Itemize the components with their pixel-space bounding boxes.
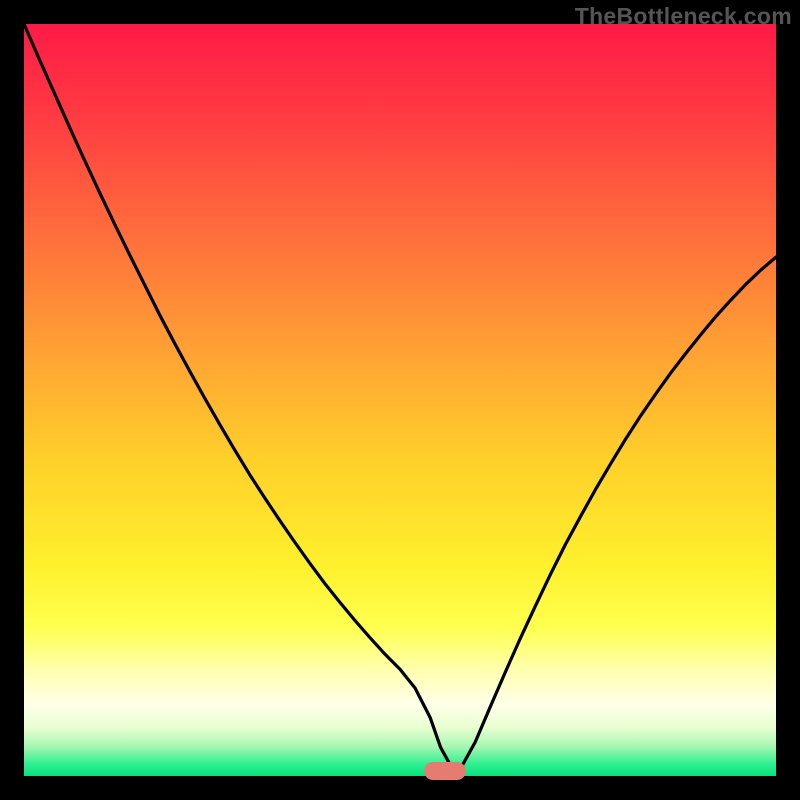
plot-area	[24, 24, 776, 776]
watermark-text: TheBottleneck.com	[575, 3, 792, 30]
bottleneck-curve-svg	[24, 24, 776, 776]
optimum-marker	[424, 762, 466, 780]
bottleneck-curve-path	[24, 24, 776, 776]
figure-canvas: TheBottleneck.com	[0, 0, 800, 800]
